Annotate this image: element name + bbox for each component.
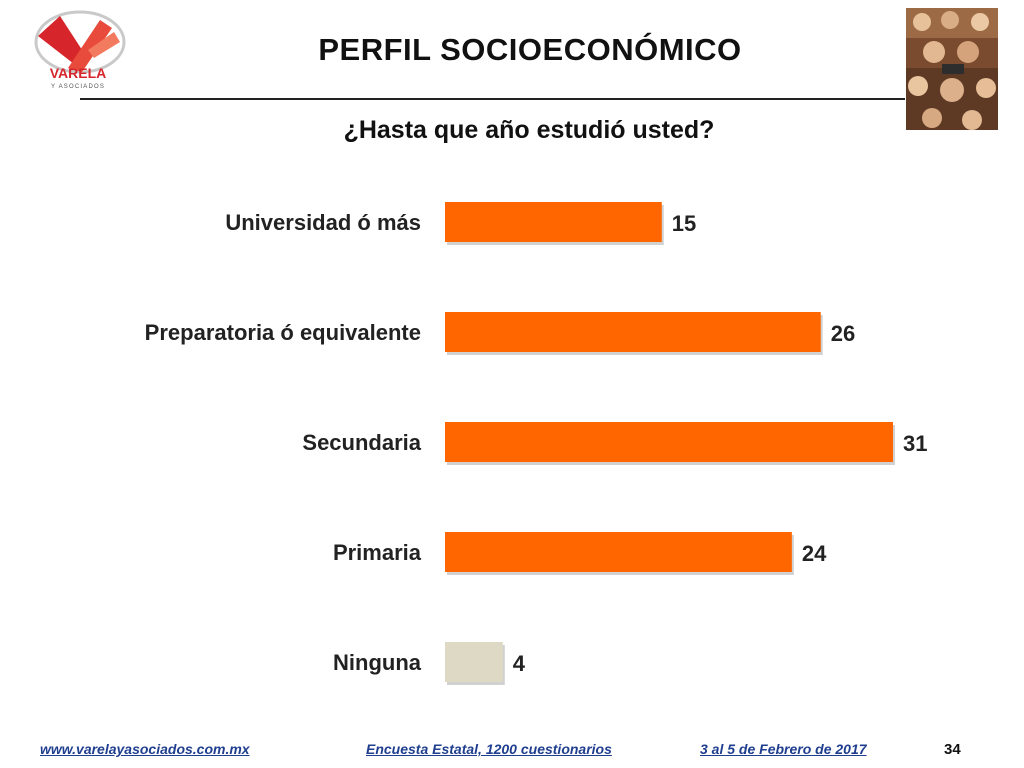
people-collage-image <box>906 8 998 130</box>
bar <box>445 642 503 682</box>
bar <box>445 532 792 572</box>
category-label: Primaria <box>333 540 422 565</box>
footer-date: 3 al 5 de Febrero de 2017 <box>700 741 867 757</box>
header-divider <box>80 98 905 100</box>
category-label: Secundaria <box>302 430 421 455</box>
value-label: 31 <box>903 431 927 456</box>
footer-website-link[interactable]: www.varelayasociados.com.mx <box>40 741 250 757</box>
page-number: 34 <box>944 741 961 758</box>
category-label: Universidad ó más <box>225 210 421 235</box>
value-label: 24 <box>802 541 827 566</box>
logo-wordmark: VARELA <box>50 65 107 81</box>
value-label: 4 <box>513 651 526 676</box>
value-label: 26 <box>831 321 855 346</box>
page-title: PERFIL SOCIOECONÓMICO <box>318 32 742 67</box>
bar <box>445 422 893 462</box>
chart-question: ¿Hasta que año estudió usted? <box>343 116 715 144</box>
varela-logo: VARELA Y ASOCIADOS <box>34 10 126 90</box>
category-label: Ninguna <box>333 650 422 675</box>
category-label: Preparatoria ó equivalente <box>145 320 421 345</box>
footer-survey-info: Encuesta Estatal, 1200 cuestionarios <box>366 741 612 757</box>
logo-subtext: Y ASOCIADOS <box>51 84 105 90</box>
value-label: 15 <box>672 211 696 236</box>
bar <box>445 202 662 242</box>
bar-chart: Universidad ó más 15 Preparatoria ó equiva… <box>145 202 927 685</box>
bar <box>445 312 821 352</box>
